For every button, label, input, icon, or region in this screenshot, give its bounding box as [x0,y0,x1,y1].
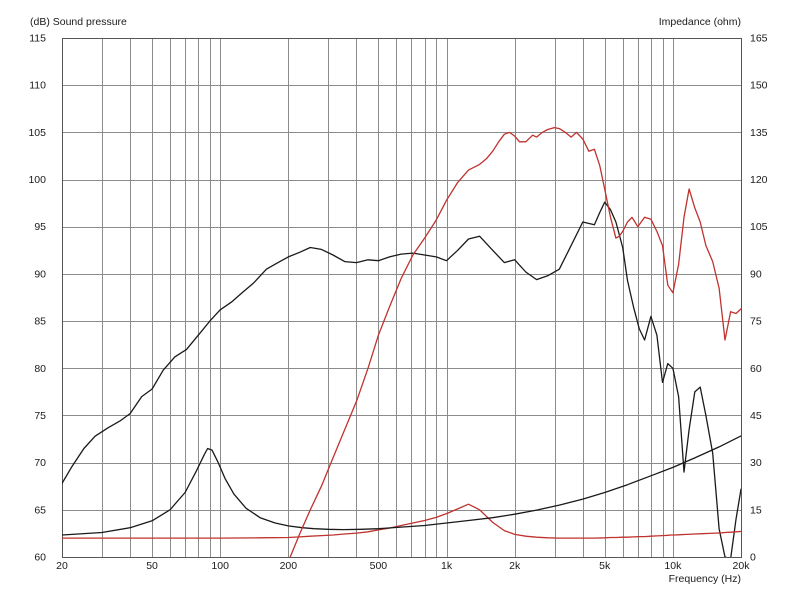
right-tick-label: 105 [750,221,768,233]
series-line-3 [62,435,741,536]
right-tick-label: 60 [750,363,762,375]
right-tick-label: 135 [750,127,768,139]
x-tick-label: 20k [733,560,751,572]
right-tick-label: 90 [750,268,762,280]
right-tick-label: 165 [750,33,768,45]
right-tick-label: 45 [750,410,762,422]
right-tick-label: 0 [750,552,756,564]
right-tick-label: 30 [750,457,762,469]
left-tick-label: 80 [34,363,46,375]
x-axis-title: Frequency (Hz) [669,573,741,585]
right-axis-title: Impedance (ohm) [659,16,741,28]
axis-labels: (dB) Sound pressure Impedance (ohm) Freq… [28,16,767,585]
grid [62,38,742,558]
right-tick-label: 15 [750,504,762,516]
left-tick-label: 60 [34,552,46,564]
right-tick-label: 120 [750,174,768,186]
left-tick-label: 110 [29,80,46,92]
x-tick-label: 10k [664,560,682,572]
x-tick-label: 500 [370,560,388,572]
x-tick-label: 100 [211,560,229,572]
left-tick-label: 75 [34,410,46,422]
x-tick-label: 2k [509,560,521,572]
left-axis-title: (dB) Sound pressure [30,16,127,28]
x-tick-label: 50 [146,560,158,572]
series-line-1 [62,201,741,557]
left-tick-label: 115 [29,33,46,45]
curves [62,126,741,557]
left-tick-label: 90 [34,268,46,280]
series-line-2 [62,503,741,539]
left-tick-label: 70 [34,457,46,469]
plot-frame [62,38,742,558]
right-tick-label: 150 [750,80,768,92]
right-tick-label: 75 [750,316,762,328]
x-tick-label: 1k [441,560,453,572]
x-tick-label: 200 [280,560,298,572]
left-tick-label: 95 [34,221,46,233]
x-tick-label: 20 [56,560,68,572]
left-tick-label: 105 [28,127,46,139]
x-tick-label: 5k [599,560,611,572]
left-tick-label: 100 [28,174,46,186]
left-tick-label: 85 [34,316,46,328]
series-line-4 [289,126,741,557]
left-tick-label: 65 [34,504,46,516]
